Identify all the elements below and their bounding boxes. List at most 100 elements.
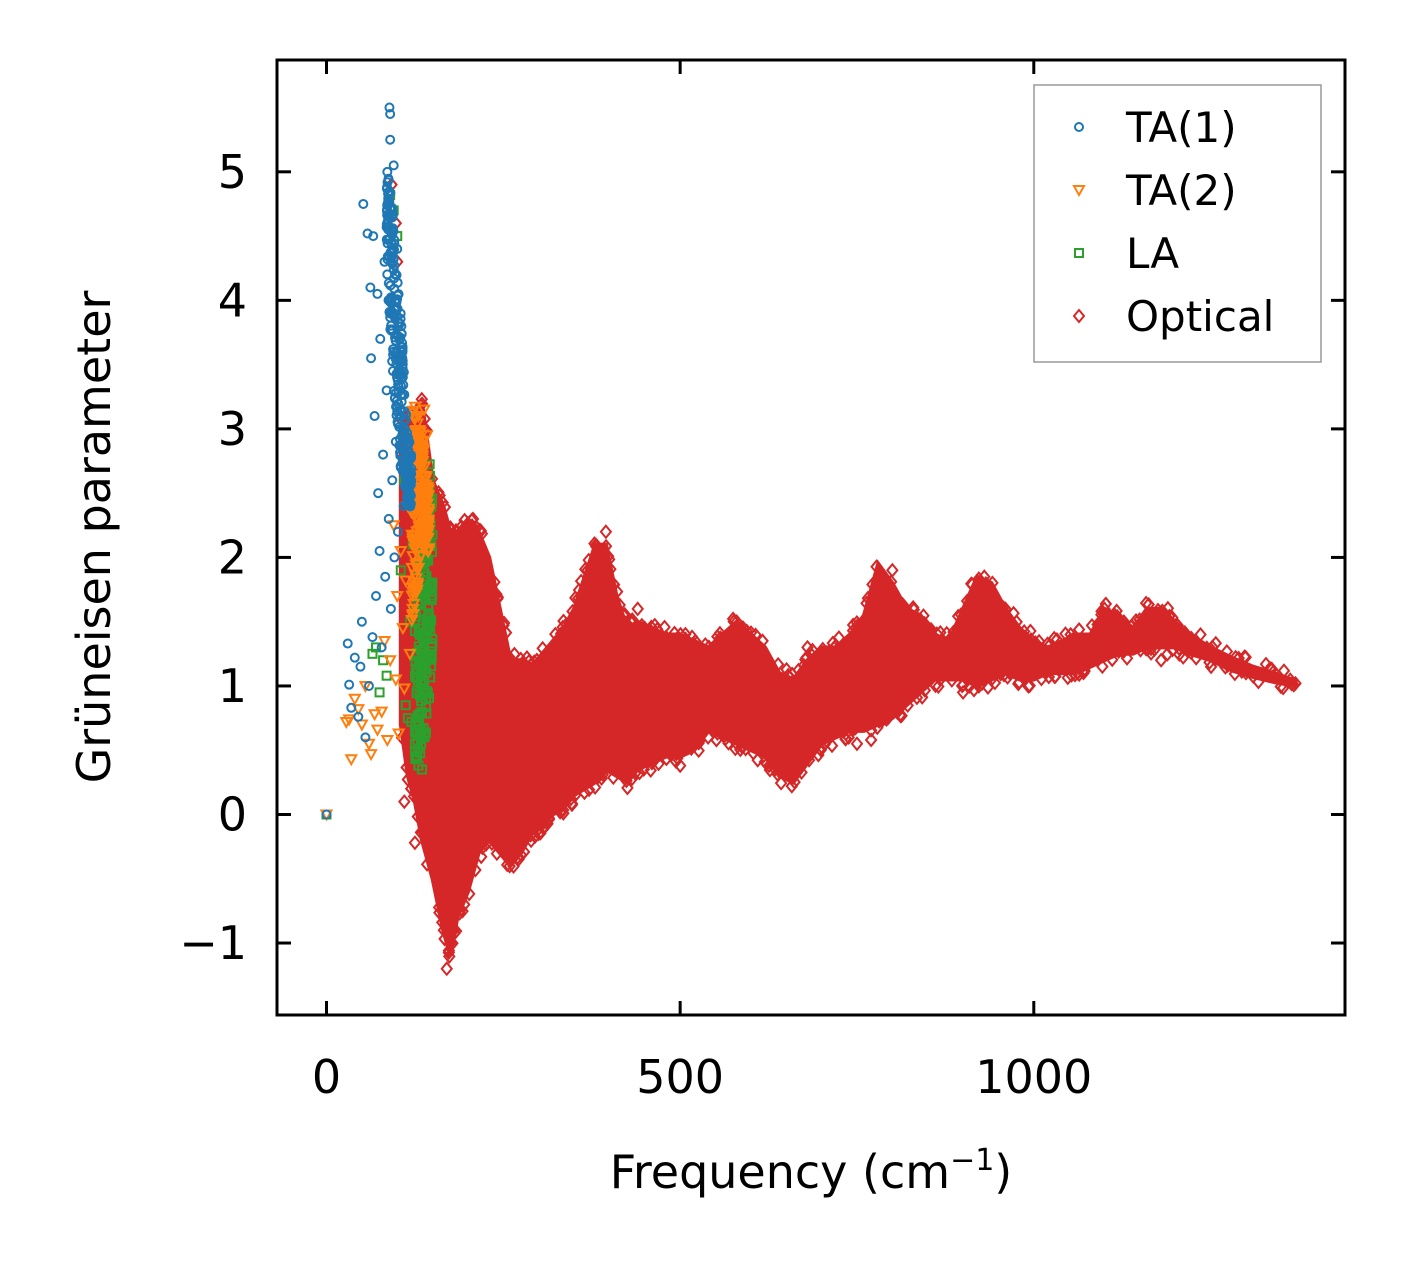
data-point-optical — [504, 845, 517, 861]
data-point-ta-2 — [408, 569, 422, 582]
y-tick-label: 5 — [218, 145, 247, 199]
data-point-ta-1 — [344, 679, 355, 690]
data-point-ta-1 — [389, 235, 400, 246]
legend-box — [1033, 84, 1322, 363]
legend-entry: TA(1) — [1074, 103, 1237, 152]
data-point-optical — [744, 727, 758, 743]
data-point-ta-1 — [381, 385, 392, 396]
data-point-ta-1 — [375, 333, 386, 344]
data-point-ta-1 — [365, 282, 376, 293]
data-point-optical — [1064, 626, 1077, 643]
data-point-optical — [795, 764, 808, 780]
data-point-optical — [900, 607, 913, 623]
data-point-optical — [861, 590, 875, 606]
data-point-optical — [1042, 669, 1056, 685]
data-point-ta-1 — [389, 238, 400, 249]
data-point-ta-1 — [378, 449, 389, 460]
legend-label: Optical — [1126, 292, 1274, 341]
data-point-optical — [591, 769, 605, 785]
data-point-optical — [945, 672, 959, 688]
data-point-optical — [1178, 624, 1192, 641]
x-axis-label: Frequency (cm−1) — [610, 1143, 1013, 1199]
data-point-optical — [702, 706, 715, 722]
data-point-optical — [1139, 595, 1153, 611]
data-point-optical — [569, 787, 582, 803]
data-point-optical — [1274, 679, 1288, 695]
data-point-ta-2 — [364, 749, 378, 762]
data-point-optical — [1012, 676, 1025, 692]
data-point-ta-2 — [419, 535, 434, 548]
data-point-ta-1 — [397, 346, 408, 357]
data-point-ta-1 — [388, 160, 399, 171]
data-point-optical — [765, 716, 779, 733]
data-point-optical — [829, 637, 843, 654]
data-point-optical — [631, 601, 645, 617]
data-point-optical — [730, 614, 744, 630]
data-point-optical — [1107, 607, 1121, 623]
data-point-ta-2 — [415, 443, 429, 456]
legend-entry: Optical — [1072, 292, 1274, 341]
data-point-optical — [610, 584, 624, 600]
data-point-ta-2 — [420, 430, 434, 443]
data-point-optical — [1018, 669, 1032, 685]
data-point-ta-1 — [385, 203, 396, 214]
legend-entry: LA — [1074, 229, 1179, 278]
data-point-ta-2 — [409, 412, 423, 425]
data-point-optical — [886, 562, 899, 578]
data-point-ta-1 — [397, 372, 408, 383]
data-point-ta-1 — [371, 590, 382, 601]
series-ta-1 — [321, 102, 417, 820]
data-point-ta-1 — [363, 680, 374, 691]
data-point-optical — [435, 914, 449, 930]
data-point-optical — [934, 624, 947, 641]
data-point-optical — [951, 608, 965, 624]
data-point-la — [374, 687, 385, 698]
data-point-optical — [650, 621, 664, 637]
data-point-optical — [1176, 649, 1190, 665]
data-point-optical — [1129, 612, 1143, 629]
data-point-optical — [881, 710, 895, 726]
data-point-optical — [1289, 675, 1302, 691]
data-point-optical — [1200, 640, 1214, 656]
data-point-ta-1 — [355, 661, 366, 672]
data-point-optical — [395, 730, 409, 746]
data-point-optical — [1061, 670, 1075, 686]
data-point-optical — [617, 607, 630, 623]
legend-label: TA(2) — [1125, 166, 1237, 215]
data-point-ta-2 — [411, 411, 426, 424]
data-point-optical — [455, 518, 468, 535]
data-point-optical — [1166, 610, 1179, 626]
data-point-ta-1 — [402, 456, 413, 467]
data-point-optical — [613, 597, 626, 613]
data-point-optical — [549, 626, 562, 642]
data-point-optical — [512, 851, 526, 867]
data-point-ta-2 — [417, 404, 431, 417]
data-point-optical — [482, 819, 496, 835]
data-point-optical — [1001, 669, 1014, 685]
data-point-ta-1 — [376, 642, 387, 653]
legend-marker — [1074, 122, 1084, 132]
axes-frame — [275, 58, 1347, 1017]
data-point-optical — [692, 735, 706, 751]
data-point-ta-2 — [380, 734, 395, 747]
data-point-ta-1 — [386, 205, 397, 216]
data-point-optical — [1203, 654, 1216, 670]
data-point-optical — [566, 603, 579, 619]
data-point-optical — [975, 675, 989, 692]
data-point-ta-2 — [390, 590, 404, 604]
data-point-optical — [1117, 614, 1131, 630]
data-point-optical — [442, 944, 456, 961]
data-point-optical — [536, 640, 549, 656]
data-point-ta-2 — [383, 655, 397, 668]
data-point-optical — [432, 484, 445, 500]
x-tick-label: 500 — [636, 1050, 724, 1104]
data-point-optical — [986, 670, 999, 686]
data-point-optical — [499, 625, 513, 641]
data-point-ta-1 — [390, 436, 401, 447]
data-point-ta-1 — [390, 269, 401, 280]
data-point-optical — [1172, 640, 1186, 657]
data-point-optical — [461, 858, 475, 874]
data-point-ta-2 — [355, 719, 369, 732]
data-point-optical — [620, 773, 633, 789]
data-point-optical — [815, 691, 828, 707]
